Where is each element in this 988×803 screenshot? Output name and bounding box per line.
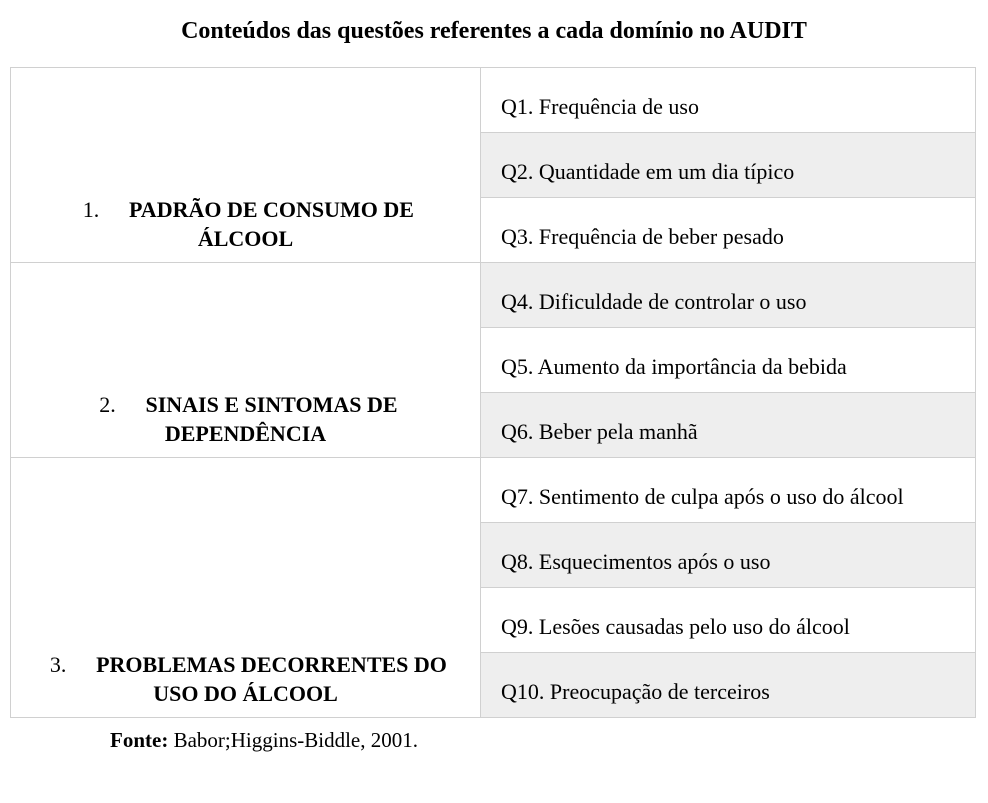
domain-label: SINAIS E SINTOMAS DE DEPENDÊNCIA <box>145 392 397 447</box>
question-cell: Q5. Aumento da importância da bebida <box>481 328 976 393</box>
question-cell: Q6. Beber pela manhã <box>481 393 976 458</box>
domain-label: PADRÃO DE CONSUMO DE ÁLCOOL <box>129 197 414 252</box>
domain-number: 2. <box>93 390 121 420</box>
question-cell: Q8. Esquecimentos após o uso <box>481 523 976 588</box>
domain-number: 1. <box>77 195 105 225</box>
domain-cell: 2. SINAIS E SINTOMAS DE DEPENDÊNCIA <box>11 263 481 458</box>
domain-label: PROBLEMAS DECORRENTES DO USO DO ÁLCOOL <box>96 652 447 707</box>
source-text: Babor;Higgins-Biddle, 2001. <box>174 728 418 752</box>
table-row: 2.SINAIS E SINTOMAS DE DEPENDÊNCIAQ4. Di… <box>11 263 976 328</box>
page-title: Conteúdos das questões referentes a cada… <box>0 18 988 45</box>
question-cell: Q9. Lesões causadas pelo uso do álcool <box>481 588 976 653</box>
question-cell: Q10. Preocupação de terceiros <box>481 653 976 718</box>
source-label: Fonte: <box>110 728 168 752</box>
domain-cell: 1. PADRÃO DE CONSUMO DE ÁLCOOL <box>11 68 481 263</box>
table-row: 3.PROBLEMAS DECORRENTES DO USO DO ÁLCOOL… <box>11 458 976 523</box>
question-cell: Q2. Quantidade em um dia típico <box>481 133 976 198</box>
question-cell: Q1. Frequência de uso <box>481 68 976 133</box>
source-line: Fonte: Babor;Higgins-Biddle, 2001. <box>110 728 988 753</box>
question-cell: Q4. Dificuldade de controlar o uso <box>481 263 976 328</box>
page: Conteúdos das questões referentes a cada… <box>0 0 988 753</box>
question-cell: Q7. Sentimento de culpa após o uso do ál… <box>481 458 976 523</box>
question-cell: Q3. Frequência de beber pesado <box>481 198 976 263</box>
domain-number: 3. <box>44 650 72 680</box>
audit-table: 1. PADRÃO DE CONSUMO DE ÁLCOOL Q1. Frequên… <box>10 67 976 718</box>
domain-cell: 3. PROBLEMAS DECORRENTES DO USO DO ÁLCOOL <box>11 458 481 718</box>
table-row: 1.PADRÃO DE CONSUMO DE ÁLCOOLQ1. Frequên… <box>11 68 976 133</box>
